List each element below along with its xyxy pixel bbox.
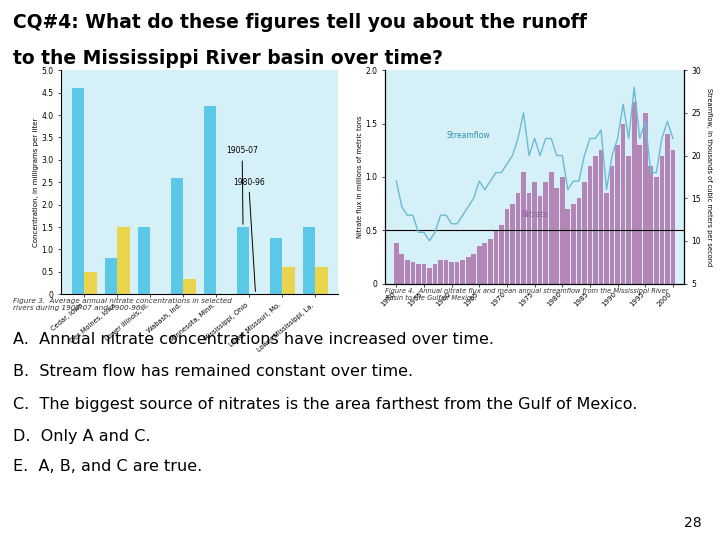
Bar — [598, 150, 603, 284]
Bar — [610, 166, 614, 284]
Bar — [643, 113, 647, 284]
Bar — [593, 156, 598, 284]
Bar — [670, 150, 675, 284]
Bar — [237, 227, 249, 294]
Text: D.  Only A and C.: D. Only A and C. — [13, 429, 150, 444]
Bar — [626, 156, 631, 284]
Bar — [577, 198, 581, 284]
Bar — [117, 227, 130, 294]
Bar — [472, 254, 476, 284]
Text: CQ#4: What do these figures tell you about the runoff: CQ#4: What do these figures tell you abo… — [13, 14, 587, 32]
Bar — [466, 257, 471, 284]
Bar — [449, 262, 454, 284]
Bar — [282, 267, 295, 294]
Bar — [660, 156, 665, 284]
Bar — [444, 260, 449, 284]
Bar — [510, 204, 515, 284]
Text: 1980-96: 1980-96 — [233, 178, 264, 292]
Text: A.  Annual nitrate concentrations have increased over time.: A. Annual nitrate concentrations have in… — [13, 332, 494, 347]
Bar — [400, 254, 404, 284]
Bar — [105, 259, 117, 294]
Bar — [84, 272, 97, 294]
Bar — [532, 182, 537, 284]
Bar — [616, 145, 620, 284]
Bar — [549, 172, 554, 284]
Bar — [482, 243, 487, 284]
Bar — [621, 124, 626, 284]
Text: Figure 4.  Annual nitrate flux and mean annual streamflow from the Mississippi R: Figure 4. Annual nitrate flux and mean a… — [385, 288, 669, 301]
Bar — [637, 145, 642, 284]
Bar — [632, 102, 636, 284]
Bar — [477, 246, 482, 284]
Y-axis label: Nitrate flux in millions of metric tons: Nitrate flux in millions of metric tons — [356, 116, 363, 238]
Bar — [438, 260, 443, 284]
Bar — [460, 260, 465, 284]
Text: 1905-07: 1905-07 — [226, 146, 258, 224]
Bar — [665, 134, 670, 284]
Bar — [422, 264, 426, 284]
Bar — [588, 166, 593, 284]
Bar — [315, 267, 328, 294]
Bar — [565, 209, 570, 284]
Y-axis label: Streamflow, in thousands of cubic meters per second: Streamflow, in thousands of cubic meters… — [706, 87, 713, 266]
Bar — [649, 166, 653, 284]
Bar — [204, 106, 216, 294]
Bar — [571, 204, 576, 284]
Bar — [433, 264, 437, 284]
Text: Nitrate: Nitrate — [521, 211, 548, 219]
Bar — [527, 193, 531, 284]
Bar — [138, 227, 150, 294]
Bar — [416, 264, 420, 284]
Bar — [488, 239, 492, 284]
Bar — [554, 187, 559, 284]
Bar — [184, 279, 196, 294]
Bar — [544, 182, 548, 284]
Text: B.  Stream flow has remained constant over time.: B. Stream flow has remained constant ove… — [13, 364, 413, 380]
Text: E.  A, B, and C are true.: E. A, B, and C are true. — [13, 459, 202, 474]
Bar — [505, 209, 509, 284]
Text: 28: 28 — [685, 516, 702, 530]
Bar — [654, 177, 659, 284]
Bar — [604, 193, 609, 284]
Bar — [405, 260, 410, 284]
Bar — [302, 227, 315, 294]
Text: C.  The biggest source of nitrates is the area farthest from the Gulf of Mexico.: C. The biggest source of nitrates is the… — [13, 397, 637, 412]
Y-axis label: Concentration, in milligrams per liter: Concentration, in milligrams per liter — [32, 118, 39, 247]
Bar — [270, 238, 282, 294]
Bar — [516, 193, 521, 284]
Bar — [538, 196, 542, 284]
Bar — [394, 243, 399, 284]
Bar — [171, 178, 184, 294]
Bar — [521, 172, 526, 284]
Bar — [560, 177, 564, 284]
Bar — [455, 262, 459, 284]
Text: Figure 3.  Average annual nitrate concentrations in selected
rivers during 1905-: Figure 3. Average annual nitrate concent… — [13, 298, 232, 311]
Text: to the Mississippi River basin over time?: to the Mississippi River basin over time… — [13, 49, 443, 68]
Bar — [410, 262, 415, 284]
Bar — [499, 225, 504, 284]
Text: Streamflow: Streamflow — [446, 131, 490, 140]
Bar — [72, 88, 84, 294]
Bar — [493, 230, 498, 284]
Bar — [582, 182, 587, 284]
Bar — [427, 267, 432, 284]
